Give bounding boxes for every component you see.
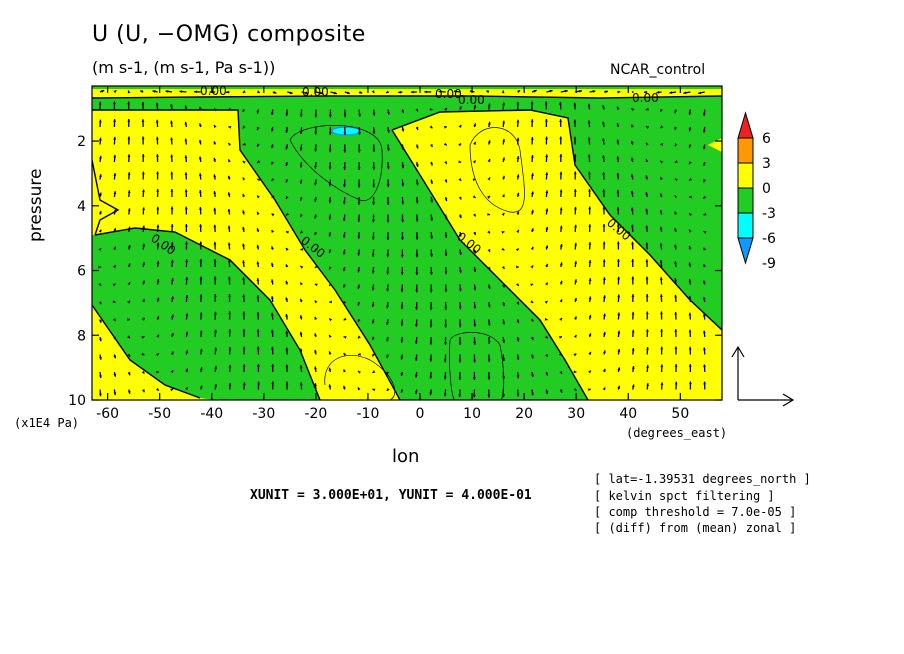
- contour-label-top-1: 0.00: [200, 84, 227, 98]
- x-tick-label: -20: [304, 406, 327, 422]
- positive-region-upper-left: [92, 110, 400, 400]
- plot-frame: [91, 85, 723, 401]
- x-tick-label: -10: [357, 406, 380, 422]
- y-axis-ticks: 2 4 6 8 10: [68, 134, 722, 409]
- y-tick-label: 10: [68, 393, 86, 409]
- run-label: NCAR_control: [610, 62, 706, 78]
- x-tick-label: -30: [252, 406, 275, 422]
- vector-unit-line: XUNIT = 3.000E+01, YUNIT = 4.000E-01: [250, 488, 532, 503]
- contour-label-top-3: 0.00: [435, 87, 462, 101]
- reference-vector-horizontal: [738, 393, 795, 407]
- note-threshold: [ comp threshold = 7.0e-05 ]: [594, 505, 797, 519]
- x-tick-label: 30: [567, 406, 585, 422]
- y-tick-label: 6: [77, 264, 86, 280]
- y-tick-label: 8: [77, 328, 86, 344]
- x-tick-label: -60: [96, 406, 119, 422]
- colorbar-segment: [737, 212, 754, 239]
- reference-vector-vertical: [731, 345, 745, 400]
- zero-contour-lines: [92, 95, 722, 400]
- contour-label-top-4: 0.00: [458, 93, 485, 107]
- colorbar-label: -9: [762, 256, 776, 272]
- x-tick-label: 40: [619, 406, 637, 422]
- note-latitude: [ lat=-1.39531 degrees_north ]: [594, 472, 811, 486]
- colorbar-segment: [737, 162, 754, 189]
- colorbar-segment: [737, 137, 754, 164]
- chart-title: U (U, −OMG) composite: [92, 22, 366, 47]
- x-axis-unit: (degrees_east): [626, 426, 728, 440]
- note-diff: [ (diff) from (mean) zonal ]: [594, 521, 797, 535]
- colorbar-label: 0: [762, 181, 771, 197]
- x-tick-label: -50: [148, 406, 171, 422]
- colorbar-segment: [737, 111, 754, 139]
- colorbar-label: -6: [762, 231, 776, 247]
- colorbar-label: 3: [762, 156, 771, 172]
- colorbar: 6 3 0 -3 -6 -9: [737, 111, 776, 272]
- x-tick-label: 10: [463, 406, 481, 422]
- colorbar-label: -3: [762, 206, 776, 222]
- x-axis-label: lon: [392, 446, 420, 467]
- x-tick-label: -40: [200, 406, 223, 422]
- plot-area: 0.00 0.00 0.00 0.00 0.00 0.00 0.00 0.00 …: [92, 84, 722, 400]
- positive-region-middle: [392, 110, 722, 400]
- positive-region-lower-left: [92, 305, 215, 400]
- x-axis-ticks: -60 -50 -40 -30 -20 -10 0 10 20 30 40 50: [96, 86, 689, 422]
- chart-subtitle: (m s-1, (m s-1, Pa s-1)): [92, 58, 276, 77]
- y-axis-power: (x1E4 Pa): [14, 416, 80, 430]
- colorbar-segment: [737, 237, 754, 265]
- colorbar-label: 6: [762, 131, 771, 147]
- reference-vector: [731, 345, 795, 407]
- note-filter: [ kelvin spct filtering ]: [594, 489, 775, 503]
- x-tick-label: 0: [416, 406, 425, 422]
- colorbar-segment: [737, 187, 754, 214]
- x-tick-label: 50: [671, 406, 689, 422]
- y-tick-label: 4: [77, 199, 86, 215]
- contour-label-top-5: 0.00: [632, 91, 659, 105]
- x-tick-label: 20: [515, 406, 533, 422]
- strong-negative-blob: [331, 126, 361, 136]
- wind-vector-field: [98, 89, 707, 398]
- y-tick-label: 2: [77, 134, 86, 150]
